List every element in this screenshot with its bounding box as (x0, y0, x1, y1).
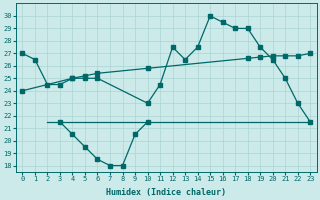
X-axis label: Humidex (Indice chaleur): Humidex (Indice chaleur) (106, 188, 226, 197)
